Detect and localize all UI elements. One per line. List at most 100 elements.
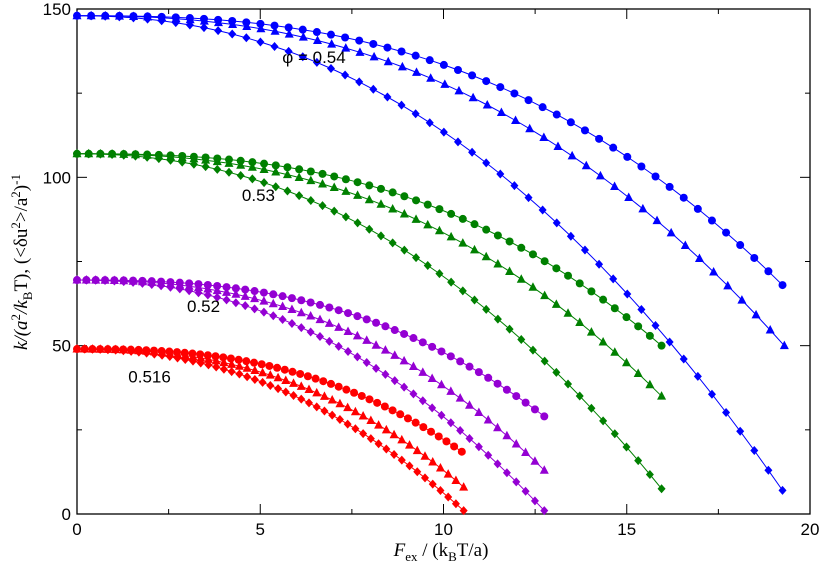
data-point-diamond [413,467,422,477]
data-point-diamond [287,318,296,328]
data-point-triangle [399,209,409,218]
data-point-circle [595,134,604,143]
data-point-circle [259,288,268,297]
data-point-diamond [108,150,117,160]
data-point-diamond [298,52,307,62]
data-point-diamond [451,499,460,509]
data-point-circle [342,385,351,394]
data-point-diamond [458,286,467,296]
data-point-diamond [189,159,198,169]
data-point-circle [427,427,436,436]
data-point-diamond [250,374,259,384]
x-axis-title: Fex / (kBT/a) [393,540,489,564]
data-point-diamond [147,280,156,290]
data-point-circle [552,264,561,273]
data-point-diamond [87,11,96,21]
data-point-diamond [73,344,81,354]
data-point-circle [315,300,324,309]
data-point-triangle [397,434,407,444]
data-point-diamond [171,18,180,28]
data-point-circle [226,354,235,363]
data-point-diamond [341,212,350,222]
data-point-diamond [540,506,549,516]
data-point-diamond [599,416,608,426]
data-point-circle [435,205,444,214]
data-point-triangle [638,203,648,213]
data-point-diamond [96,149,105,159]
data-point-circle [271,161,280,170]
data-point-circle [330,172,339,181]
series-group-phi-0.52 [72,275,549,516]
data-point-diamond [657,484,666,494]
data-point-circle [372,318,381,327]
data-point-circle [373,398,382,407]
data-point-diamond [258,377,267,387]
data-point-circle [409,334,418,343]
data-point-triangle [709,266,719,276]
data-point-diamond [119,346,128,356]
data-point-circle [502,385,511,394]
data-point-triangle [521,447,531,456]
data-point-circle [512,392,521,401]
data-point-triangle [294,172,304,182]
data-point-triangle [428,457,438,466]
data-point-circle [303,372,312,381]
data-point-triangle [443,469,453,478]
data-point-circle [482,225,491,234]
data-point-diamond [353,352,362,362]
data-point-triangle [633,368,643,378]
data-point-circle [637,162,646,171]
data-point-diamond [250,304,259,314]
data-point-triangle [296,307,306,317]
y-tick-label: 0 [62,505,71,524]
data-point-circle [296,369,305,378]
data-point-circle [622,313,631,322]
data-point-circle [428,342,437,351]
data-point-circle [623,152,632,161]
data-point-triangle [180,350,190,360]
data-point-triangle [610,181,620,190]
data-point-triangle [259,296,269,305]
data-point-diamond [376,231,385,241]
data-point-diamond [521,486,530,496]
data-point-triangle [175,280,185,289]
data-point-diamond [750,446,759,456]
series-line-diamond-0.54 [76,15,783,491]
data-point-circle [657,341,666,350]
data-point-diamond [474,442,483,452]
data-point-diamond [428,479,437,489]
data-point-triangle [493,422,503,432]
data-point-diamond [388,238,397,248]
data-point-diamond [142,348,151,358]
data-point-diamond [493,459,502,469]
data-point-triangle [481,251,491,261]
data-point-diamond [213,292,222,302]
data-point-triangle [265,370,275,379]
data-point-triangle [388,204,398,213]
data-point-diamond [119,277,128,287]
data-point-circle [396,410,405,419]
data-point-circle [517,243,526,252]
data-point-triangle [247,162,257,171]
data-point-triangle [327,39,337,48]
data-point-triangle [723,280,733,290]
data-point-diamond [101,276,110,286]
data-point-circle [530,405,539,414]
data-point-diamond [185,20,194,30]
data-point-diamond [341,70,350,80]
data-point-diamond [397,455,406,465]
data-point-circle [312,28,321,37]
data-point-triangle [201,155,211,164]
data-point-circle [287,294,296,303]
data-point-diamond [587,403,596,413]
tick-labels: 0 5 10 15 20 0 50 100 150 [43,0,820,539]
data-point-triangle [459,482,469,491]
data-point-triangle [539,132,549,141]
data-point-diamond [465,434,474,444]
data-point-triangle [575,317,585,327]
data-point-circle [211,352,220,361]
data-point-triangle [496,107,506,117]
data-point-diamond [115,12,124,22]
data-point-diamond [204,360,213,370]
data-point-diamond [283,186,292,196]
